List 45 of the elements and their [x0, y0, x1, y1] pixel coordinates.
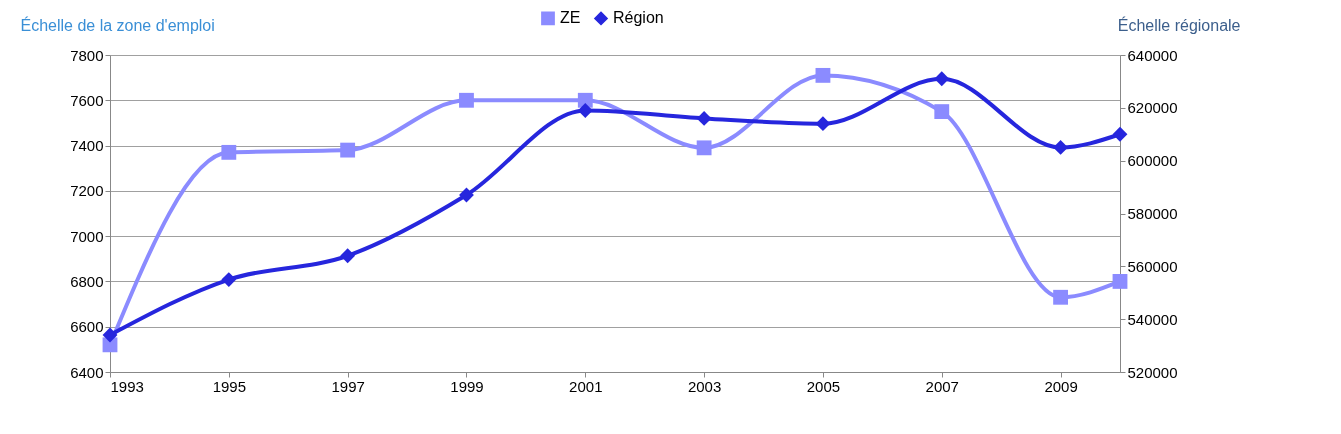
x-tick-label: 2003 — [687, 377, 722, 395]
x-tick-label: 1997 — [331, 377, 365, 395]
x-tick-label: 1999 — [450, 377, 484, 395]
y2-tick-label: 580000 — [1127, 205, 1178, 222]
point — [1053, 140, 1068, 155]
y-tick-label: 7600 — [70, 91, 104, 109]
y2-tick-label: 600000 — [1127, 152, 1178, 170]
point — [934, 104, 950, 120]
point — [221, 144, 237, 160]
x-tick-label: 1995 — [212, 377, 247, 395]
point — [934, 71, 950, 87]
y2-tick-label: 540000 — [1127, 310, 1178, 328]
x-tick-label: 2001 — [569, 377, 603, 395]
y2-tick-label: 560000 — [1127, 257, 1178, 275]
y-tick-label: 7400 — [70, 137, 104, 155]
point — [340, 142, 356, 158]
y-tick-label: 7800 — [70, 46, 104, 64]
legend-label: ZE — [560, 9, 581, 27]
y-tick-label: 6600 — [70, 318, 104, 336]
point — [1053, 289, 1068, 305]
x-tick-label: 2009 — [1044, 377, 1078, 395]
point — [1112, 126, 1128, 142]
point — [696, 110, 712, 126]
point — [1112, 274, 1128, 289]
y2-axis-title: Échelle régionale — [1117, 15, 1241, 34]
x-tick-label: 2007 — [925, 377, 959, 395]
y2-tick-label: 640000 — [1127, 46, 1178, 64]
point — [815, 67, 831, 83]
point — [577, 103, 593, 118]
point — [221, 272, 237, 287]
y-axis-title: Échelle de la zone d'emploi — [20, 15, 215, 34]
y2-tick-label: 520000 — [1127, 363, 1178, 381]
point — [459, 92, 474, 108]
y-tick-label: 6400 — [70, 363, 104, 381]
y-tick-label: 6800 — [70, 272, 104, 290]
y-tick-label: 7000 — [70, 227, 104, 245]
y2-tick-label: 620000 — [1127, 99, 1178, 117]
x-tick-label: 1993 — [110, 377, 144, 395]
point — [340, 248, 356, 264]
legend-label: Région — [613, 9, 664, 27]
point — [102, 327, 118, 343]
y-tick-label: 7200 — [70, 182, 104, 200]
x-tick-label: 2005 — [806, 377, 841, 395]
point — [696, 140, 712, 156]
point — [815, 116, 831, 132]
